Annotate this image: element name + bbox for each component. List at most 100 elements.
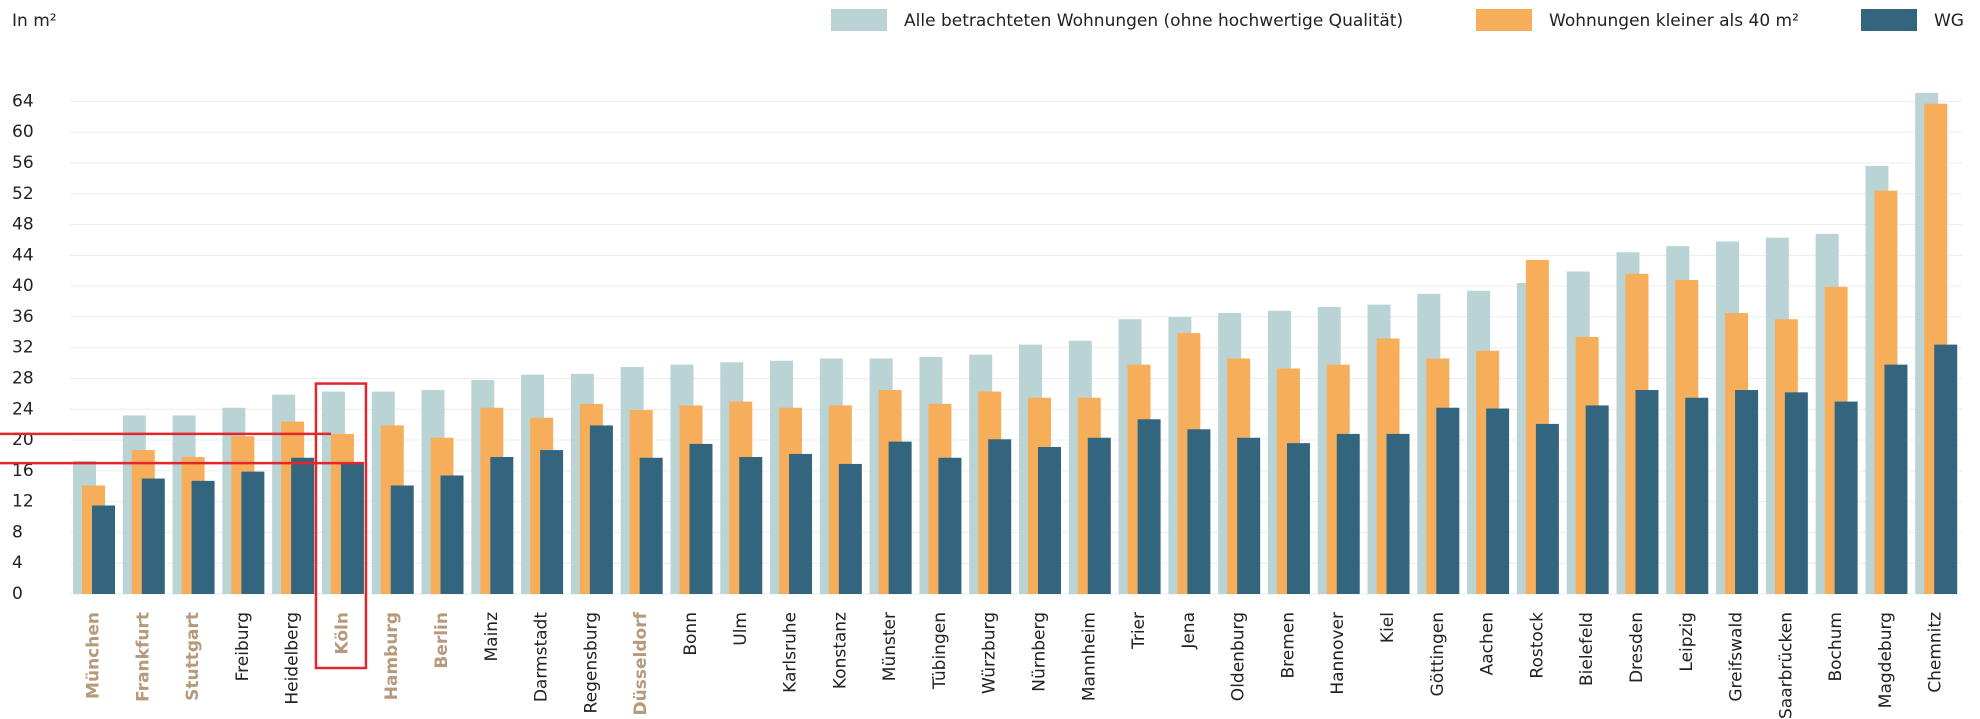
bar bbox=[1784, 392, 1808, 594]
focus-box bbox=[314, 382, 368, 670]
y-tick-label: 12 bbox=[12, 492, 34, 512]
x-tick-label: Regensburg bbox=[581, 612, 601, 713]
bar bbox=[1237, 437, 1261, 594]
x-tick-label: Hamburg bbox=[382, 612, 402, 700]
y-tick-label: 28 bbox=[12, 368, 34, 388]
bar bbox=[938, 457, 962, 594]
x-tick-label: Mannheim bbox=[1079, 612, 1099, 701]
bar bbox=[1386, 433, 1410, 594]
x-tick-label: Greifswald bbox=[1727, 612, 1747, 702]
x-tick-label: Freiburg bbox=[233, 612, 253, 681]
y-axis-label: In m² bbox=[12, 11, 57, 31]
bar bbox=[1336, 433, 1360, 594]
bar bbox=[988, 439, 1012, 594]
bar bbox=[540, 450, 564, 594]
y-tick-label: 16 bbox=[12, 461, 34, 481]
bar bbox=[241, 471, 265, 594]
x-tick-label: Ulm bbox=[731, 612, 751, 646]
legend-swatch bbox=[1861, 9, 1917, 31]
y-tick-label: 40 bbox=[12, 276, 34, 296]
legend-label: Wohnungen kleiner als 40 m² bbox=[1549, 11, 1799, 31]
y-tick-label: 48 bbox=[12, 215, 34, 235]
x-tick-label: Hannover bbox=[1328, 612, 1348, 695]
x-tick-label: Leipzig bbox=[1677, 612, 1697, 672]
bar bbox=[639, 457, 663, 594]
x-tick-label: Göttingen bbox=[1428, 612, 1448, 696]
x-tick-label: Frankfurt bbox=[133, 612, 153, 702]
x-tick-label: Magdeburg bbox=[1876, 612, 1896, 708]
bar bbox=[888, 441, 912, 594]
x-tick-label: Würzburg bbox=[980, 612, 1000, 694]
bar bbox=[1137, 419, 1161, 594]
bar bbox=[1635, 390, 1659, 594]
y-tick-label: 64 bbox=[12, 91, 34, 111]
x-tick-label: Tübingen bbox=[930, 612, 950, 690]
x-tick-label: Düsseldorf bbox=[631, 611, 651, 715]
bar bbox=[689, 443, 713, 594]
y-tick-label: 4 bbox=[12, 553, 23, 573]
y-tick-label: 0 bbox=[12, 584, 23, 604]
x-tick-label: Stuttgart bbox=[183, 612, 203, 701]
bar bbox=[1038, 446, 1061, 594]
bar bbox=[1884, 364, 1908, 594]
x-tick-label: Bochum bbox=[1826, 612, 1846, 682]
y-tick-label: 56 bbox=[12, 153, 34, 173]
bar bbox=[1087, 437, 1111, 594]
x-tick-label: Heidelberg bbox=[283, 612, 303, 705]
x-tick-label: Trier bbox=[1129, 612, 1149, 650]
legend-label: WG bbox=[1934, 11, 1964, 31]
x-tick-label: Konstanz bbox=[830, 612, 850, 689]
bar bbox=[1436, 407, 1460, 594]
bar bbox=[838, 463, 862, 594]
bar bbox=[1535, 423, 1559, 594]
bar bbox=[141, 478, 165, 594]
bar bbox=[589, 425, 613, 594]
x-tick-label: Aachen bbox=[1478, 612, 1498, 675]
x-tick-label: Jena bbox=[1179, 612, 1199, 650]
x-tick-label: Chemnitz bbox=[1926, 612, 1946, 693]
legend-label: Alle betrachteten Wohnungen (ohne hochwe… bbox=[904, 11, 1403, 31]
legend-swatch bbox=[1476, 9, 1532, 31]
bar bbox=[1834, 401, 1858, 594]
x-tick-label: Münster bbox=[880, 612, 900, 681]
bar bbox=[291, 457, 315, 594]
x-tick-label: Köln bbox=[332, 612, 352, 654]
bar bbox=[1685, 397, 1709, 594]
x-tick-label: Bielefeld bbox=[1577, 612, 1597, 686]
bar bbox=[390, 485, 414, 594]
x-tick-label: Rostock bbox=[1527, 612, 1547, 679]
y-tick-label: 60 bbox=[12, 122, 34, 142]
legend-swatch bbox=[831, 9, 887, 31]
bar bbox=[1486, 408, 1510, 594]
bar bbox=[1735, 390, 1759, 594]
x-tick-label: Saarbrücken bbox=[1776, 612, 1796, 719]
bar bbox=[340, 463, 364, 594]
x-tick-label: Oldenburg bbox=[1229, 612, 1249, 701]
bar bbox=[92, 505, 115, 594]
x-tick-label: Bonn bbox=[681, 612, 701, 656]
bar bbox=[1286, 443, 1310, 594]
x-tick-label: Darmstadt bbox=[532, 612, 552, 702]
y-tick-label: 44 bbox=[12, 245, 34, 265]
x-tick-label: Karlsruhe bbox=[781, 612, 801, 693]
bar bbox=[1585, 405, 1609, 594]
y-tick-label: 52 bbox=[12, 184, 34, 204]
bar bbox=[490, 456, 514, 594]
x-tick-label: Nürnberg bbox=[1030, 612, 1050, 692]
y-tick-label: 24 bbox=[12, 399, 34, 419]
bar bbox=[739, 456, 763, 594]
bar bbox=[1934, 344, 1958, 594]
y-tick-label: 32 bbox=[12, 338, 34, 358]
y-tick-label: 8 bbox=[12, 522, 23, 542]
x-tick-label: Mainz bbox=[482, 612, 502, 662]
x-tick-label: Kiel bbox=[1378, 612, 1398, 643]
x-tick-label: Berlin bbox=[432, 612, 452, 669]
bar bbox=[440, 475, 464, 594]
bar bbox=[789, 453, 813, 594]
x-tick-label: Bremen bbox=[1278, 612, 1298, 679]
x-tick-label: München bbox=[84, 612, 104, 699]
bar bbox=[1187, 429, 1211, 594]
y-tick-label: 36 bbox=[12, 307, 34, 327]
x-tick-label: Dresden bbox=[1627, 612, 1647, 683]
